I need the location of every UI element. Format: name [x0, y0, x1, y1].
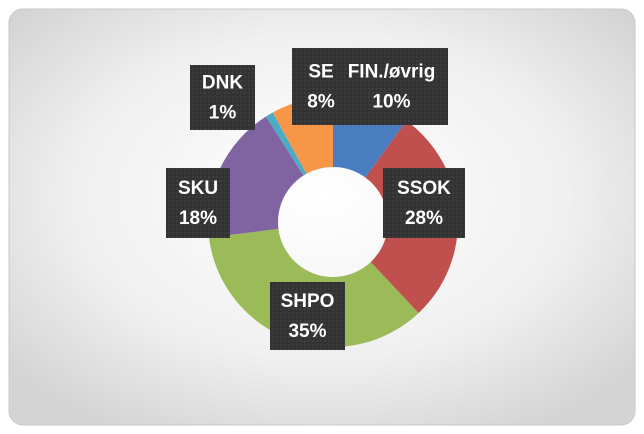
category-label: SSOK: [397, 178, 451, 199]
slice: [208, 116, 304, 238]
label-box: [335, 48, 448, 125]
value-label: 8%: [307, 92, 335, 113]
data-label: FIN./øvrig 10%: [335, 48, 448, 125]
value-label: 28%: [405, 208, 443, 229]
card: [8, 8, 636, 426]
label-box: [383, 168, 465, 238]
category-label: SE: [308, 62, 333, 83]
value-label: 10%: [372, 92, 410, 113]
slice: [266, 112, 307, 176]
label-box: [166, 168, 230, 238]
label-box: [190, 65, 255, 130]
value-label: 1%: [209, 103, 237, 124]
data-label: SSOK 28%: [383, 168, 465, 238]
category-label: DNK: [202, 73, 243, 94]
category-label: FIN./øvrig: [348, 62, 436, 83]
value-label: 35%: [288, 321, 326, 342]
value-label: 18%: [179, 208, 217, 229]
category-label: SKU: [178, 178, 218, 199]
data-label: SKU 18%: [166, 168, 230, 238]
data-label: DNK 1%: [190, 65, 255, 130]
category-label: SHPO: [281, 291, 335, 312]
label-box: [270, 282, 345, 350]
data-label: SHPO 35%: [270, 282, 345, 350]
